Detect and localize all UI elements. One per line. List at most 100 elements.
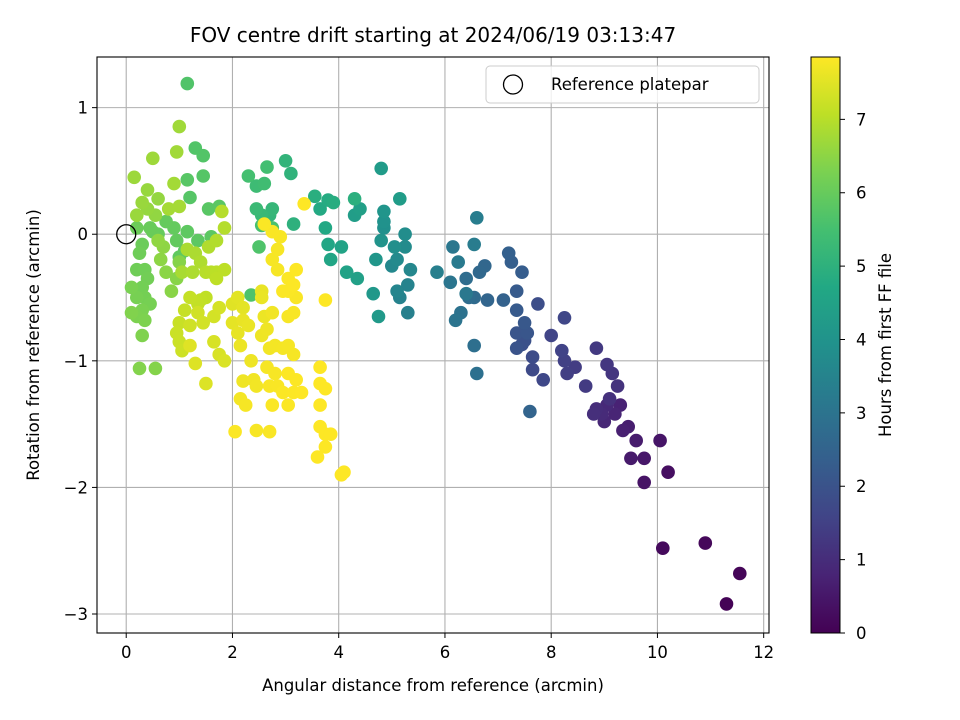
data-point [130, 290, 144, 305]
data-point [249, 423, 264, 438]
data-point [151, 192, 165, 206]
data-point [228, 424, 242, 439]
data-point [196, 316, 210, 330]
data-point [276, 284, 290, 299]
data-point [180, 76, 195, 91]
data-point [278, 154, 293, 168]
data-point [624, 451, 638, 466]
data-point [509, 284, 524, 299]
data-point [159, 214, 173, 229]
data-point [175, 265, 189, 280]
data-point [188, 356, 203, 371]
data-point [467, 237, 482, 252]
data-point [719, 597, 734, 611]
data-point [318, 293, 333, 307]
x-tick-label: 2 [227, 643, 238, 662]
data-point [262, 424, 277, 439]
data-point [236, 300, 250, 315]
data-point [169, 233, 184, 248]
data-point [276, 385, 290, 400]
data-point [185, 265, 200, 280]
data-point [698, 536, 713, 550]
data-point [132, 361, 147, 376]
data-point [241, 318, 256, 333]
data-point [509, 303, 524, 318]
data-point [172, 199, 187, 214]
data-point [509, 326, 524, 340]
data-point [215, 204, 229, 219]
data-point [177, 303, 192, 318]
x-axis-title: Angular distance from reference (arcmin) [262, 676, 604, 695]
data-point [602, 392, 617, 406]
data-point [231, 326, 245, 340]
data-point [448, 313, 463, 328]
data-point [196, 148, 210, 163]
data-point [430, 265, 444, 280]
data-point [265, 202, 280, 216]
y-tick-label: 1 [78, 99, 89, 118]
data-point [544, 328, 558, 343]
data-point [161, 202, 176, 216]
y-tick-label: −3 [64, 605, 88, 624]
data-point [270, 262, 285, 277]
data-point [401, 305, 415, 320]
colorbar-title: Hours from first FF file [876, 253, 895, 437]
colorbar-tick-label: 7 [856, 110, 867, 129]
colorbar-tick-label: 0 [856, 624, 867, 643]
data-point [207, 335, 221, 349]
data-point [398, 227, 412, 241]
data-point [297, 197, 312, 211]
colorbar-tick-label: 3 [856, 404, 867, 423]
data-point [257, 217, 272, 231]
data-point [733, 566, 747, 581]
data-point [260, 160, 274, 174]
legend-reference-marker [502, 74, 524, 95]
data-point [401, 278, 415, 292]
data-point [268, 366, 282, 381]
data-point [501, 246, 516, 260]
data-point [369, 252, 383, 267]
data-point [470, 366, 484, 381]
data-point [286, 278, 301, 292]
data-point [661, 465, 675, 480]
x-tick-label: 12 [753, 643, 774, 662]
colorbar-gradient [810, 56, 841, 634]
data-point [313, 398, 327, 412]
data-point [132, 246, 147, 260]
data-point [347, 192, 362, 206]
data-point [159, 265, 173, 280]
data-point [536, 373, 550, 387]
colorbar-tick-label: 1 [856, 551, 867, 570]
data-point [146, 151, 160, 166]
data-point [286, 217, 301, 231]
data-point [153, 252, 168, 267]
chart-title: FOV centre drift starting at 2024/06/19 … [190, 23, 676, 47]
data-point [557, 311, 572, 325]
axes: 0 2 4 6 8 10 12 −3 −2 −1 0 1 [64, 56, 774, 662]
data-point [313, 202, 327, 216]
data-point [390, 252, 404, 267]
scatter-points [116, 76, 747, 611]
data-point [183, 318, 197, 333]
data-point [270, 242, 285, 257]
data-point [387, 240, 402, 254]
data-point [265, 398, 280, 412]
plot-frame [96, 56, 770, 634]
y-axis-title: Rotation from reference (arcmin) [24, 209, 43, 481]
data-point [339, 265, 354, 280]
data-point [525, 362, 540, 377]
data-point [201, 202, 216, 216]
data-point [616, 423, 630, 438]
data-point [323, 427, 338, 442]
data-point [326, 195, 341, 210]
data-point [371, 309, 386, 324]
data-point [531, 297, 545, 311]
x-tick-label: 10 [647, 643, 668, 662]
data-point [140, 183, 155, 197]
colorbar-tick-label: 5 [856, 257, 867, 276]
data-point [183, 290, 197, 305]
data-point [169, 145, 184, 159]
data-point [480, 293, 495, 307]
data-point [238, 398, 253, 412]
x-tick-label: 0 [121, 643, 132, 662]
